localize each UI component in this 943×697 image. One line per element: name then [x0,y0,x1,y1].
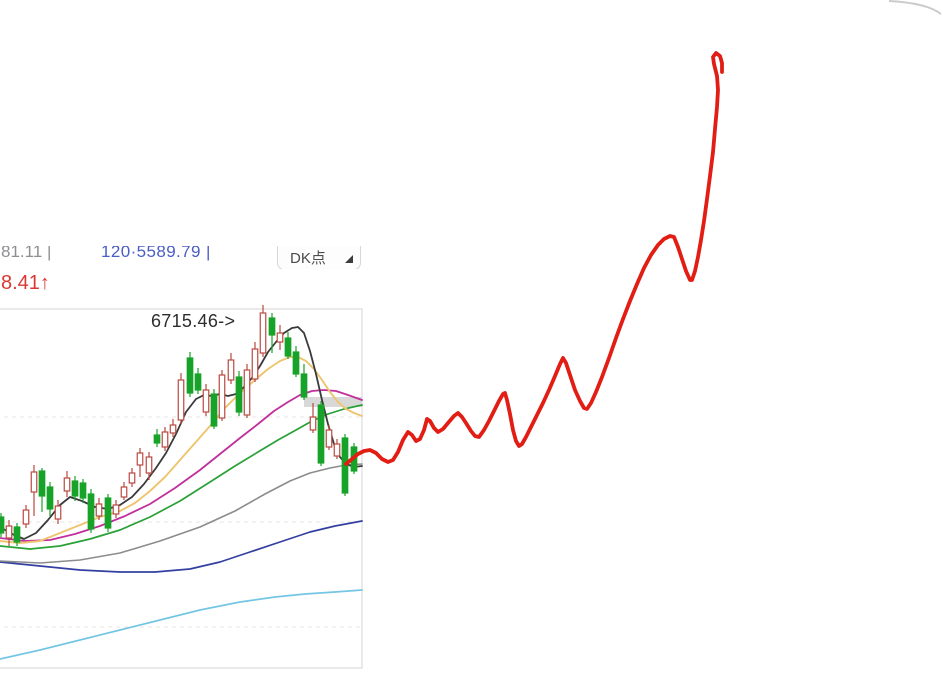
candle-body [292,351,300,375]
candle-body [218,374,226,419]
candle-body [54,505,62,520]
candle-body [243,369,251,416]
candle-body [38,470,46,497]
candle-body [210,393,218,427]
candle-body [112,504,120,515]
candle-body [63,477,71,492]
change-value: 8.41↑ [1,272,50,294]
dk-point-button-label: DK点 [290,250,326,267]
candle-body [136,452,144,466]
candle-body [177,379,185,421]
candle-body [194,373,202,391]
ma-line-gray [0,463,363,564]
candle-body [46,486,54,510]
candle-body [161,431,169,448]
candle-body [0,516,5,534]
candle-body [5,525,13,539]
chart-panel[interactable] [0,308,363,669]
ma-value-gray: 81.11 | [1,246,52,261]
candle-body [202,389,210,413]
candle-body [128,472,136,484]
corner-triangle-icon [345,255,353,263]
candle-body [186,357,194,394]
ma-value-blue: 120·5589.79 | [101,246,211,261]
candle-body [268,317,276,336]
candle-body [235,376,243,413]
candle-body [104,497,112,529]
candle-body [79,482,87,499]
candle-body [120,486,128,498]
ma-line-magenta [0,389,363,542]
candle-body [30,471,38,493]
candle-body [95,503,103,517]
header-clip: 81.11 | 120·5589.79 | DK点 [0,246,420,269]
candle-body [251,348,259,380]
ma-line-lightblue [0,589,363,660]
dk-point-button[interactable]: DK点 [277,246,361,269]
drawn-trend-line[interactable] [344,51,724,466]
candlestick-series [0,305,358,546]
pause-band [304,397,362,407]
candle-body [325,429,333,448]
candle-body [276,332,284,343]
candle-body [227,359,235,381]
candle-body [169,424,177,434]
overlay-corner [888,0,942,15]
candle-body [284,337,292,357]
ma-line-darkblue [0,520,363,573]
candle-body [13,526,21,543]
peak-price-label: 6715.46-> [151,311,236,331]
candle-body [317,404,325,464]
candle-body [145,456,153,474]
candle-body [153,434,161,444]
candle-body [22,509,30,525]
candle-body [87,493,95,530]
candle-body [300,373,308,398]
candle-body [309,416,317,431]
candle-body [333,443,341,457]
candle-body [71,480,79,497]
candle-body [259,312,267,354]
